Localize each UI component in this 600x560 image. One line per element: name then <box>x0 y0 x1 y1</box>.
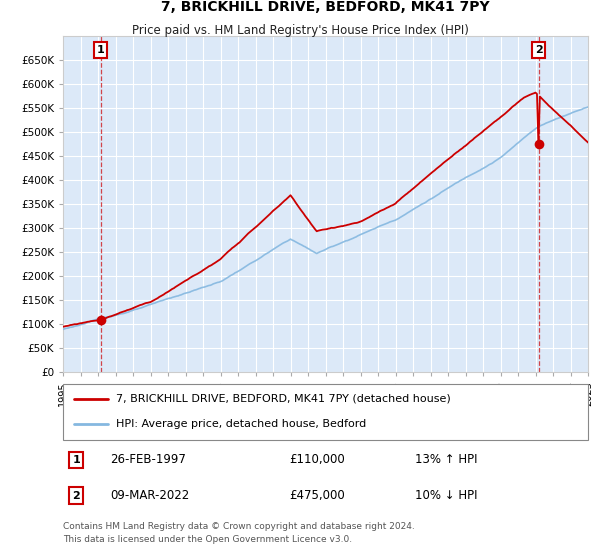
Text: 09-MAR-2022: 09-MAR-2022 <box>110 489 190 502</box>
Text: 1: 1 <box>97 45 104 55</box>
Text: Contains HM Land Registry data © Crown copyright and database right 2024.: Contains HM Land Registry data © Crown c… <box>63 522 415 531</box>
Text: 10% ↓ HPI: 10% ↓ HPI <box>415 489 477 502</box>
Title: 7, BRICKHILL DRIVE, BEDFORD, MK41 7PY: 7, BRICKHILL DRIVE, BEDFORD, MK41 7PY <box>161 1 490 15</box>
Text: £110,000: £110,000 <box>289 454 344 466</box>
Text: 1: 1 <box>72 455 80 465</box>
Text: 26-FEB-1997: 26-FEB-1997 <box>110 454 186 466</box>
FancyBboxPatch shape <box>63 384 588 440</box>
Text: Price paid vs. HM Land Registry's House Price Index (HPI): Price paid vs. HM Land Registry's House … <box>131 24 469 36</box>
Text: 13% ↑ HPI: 13% ↑ HPI <box>415 454 477 466</box>
Text: 7, BRICKHILL DRIVE, BEDFORD, MK41 7PY (detached house): 7, BRICKHILL DRIVE, BEDFORD, MK41 7PY (d… <box>115 394 450 404</box>
Text: £475,000: £475,000 <box>289 489 344 502</box>
Text: This data is licensed under the Open Government Licence v3.0.: This data is licensed under the Open Gov… <box>63 535 352 544</box>
Text: 2: 2 <box>535 45 543 55</box>
Text: HPI: Average price, detached house, Bedford: HPI: Average price, detached house, Bedf… <box>115 419 366 430</box>
Text: 2: 2 <box>72 491 80 501</box>
